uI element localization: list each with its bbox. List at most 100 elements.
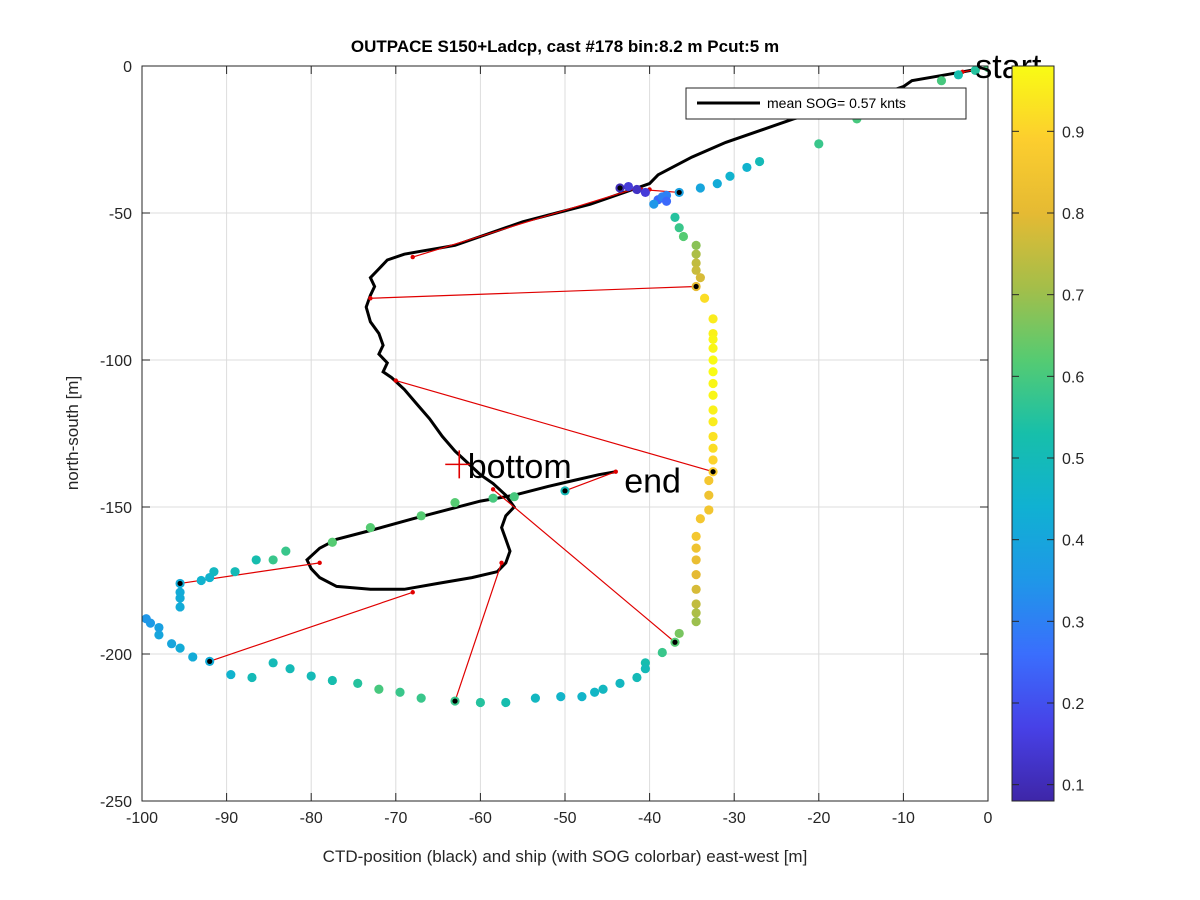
ship-point <box>704 505 714 515</box>
ship-point <box>209 567 219 577</box>
ship-point <box>268 555 278 565</box>
y-tick-label: 0 <box>123 59 132 76</box>
ship-point <box>657 647 667 658</box>
ship-black-marker <box>676 189 682 196</box>
connector-end-dot <box>368 296 373 301</box>
ship-point <box>708 343 718 353</box>
ship-point <box>708 417 718 427</box>
colorbar-tick-label: 0.9 <box>1062 124 1084 141</box>
y-tick-label: -150 <box>100 500 132 517</box>
ship-point <box>742 162 752 173</box>
ship-point <box>374 684 384 694</box>
ship-point <box>691 543 701 553</box>
ship-point <box>167 639 177 649</box>
ship-point <box>327 675 337 686</box>
x-tick-label: -80 <box>300 810 323 827</box>
ship-point <box>708 378 718 389</box>
ship-black-markers <box>177 185 716 704</box>
ship-point <box>695 183 705 193</box>
ship-point <box>175 602 185 612</box>
annotation-end: end <box>624 463 681 501</box>
grid <box>141 65 989 802</box>
connector-end-dot <box>499 560 504 566</box>
colorbar-tick-label: 0.3 <box>1062 614 1084 631</box>
ship-point <box>175 643 185 653</box>
ship-point <box>268 658 278 668</box>
ship-point <box>416 693 426 703</box>
ship-point <box>196 575 206 586</box>
colorbar-tick-label: 0.6 <box>1062 369 1084 386</box>
connector-line <box>395 380 714 473</box>
ship-point <box>598 684 608 694</box>
plot-area <box>142 66 988 708</box>
ship-point <box>708 405 718 415</box>
ship-point <box>704 475 714 486</box>
connector-line <box>564 471 616 492</box>
ship-point <box>754 156 765 167</box>
x-tick-label: -50 <box>553 810 576 827</box>
x-tick-label: -100 <box>126 810 158 827</box>
colorbar-ticks: 0.1 0.2 0.3 0.4 0.5 0.6 0.7 0.8 0.9 <box>1012 124 1084 795</box>
ship-black-marker <box>693 283 699 290</box>
ship-point <box>395 687 405 697</box>
y-tick-label: -50 <box>109 206 132 223</box>
ship-point <box>953 70 963 80</box>
ship-point <box>708 431 718 442</box>
ship-point <box>416 511 426 521</box>
x-tick-label: -70 <box>384 810 407 827</box>
ship-point <box>691 608 701 618</box>
x-axis-ticks: -100 -90 -80 -70 -60 -50 -40 -30 -20 -10 0 <box>126 66 993 827</box>
ship-black-marker <box>207 658 213 664</box>
ship-point <box>230 567 240 577</box>
ship-black-marker <box>710 469 716 475</box>
connector-line <box>209 591 413 662</box>
ship-point <box>936 76 947 86</box>
ctd-track-line <box>305 67 980 591</box>
colorbar-tick-label: 0.8 <box>1062 206 1084 223</box>
ship-point <box>188 652 198 662</box>
annotation-bottom: bottom <box>468 448 572 486</box>
ship-point <box>674 628 684 639</box>
ship-point <box>661 196 672 206</box>
ship-point <box>708 334 718 345</box>
ship-point <box>678 231 689 242</box>
ship-point <box>632 184 642 195</box>
ship-point <box>623 181 634 192</box>
chart-title: OUTPACE S150+Ladcp, cast #178 bin:8.2 m … <box>351 37 779 56</box>
connector-line <box>454 562 503 702</box>
ship-point <box>691 258 701 268</box>
ship-black-marker <box>617 185 623 191</box>
ship-point <box>251 555 261 565</box>
ship-point <box>708 390 718 400</box>
x-tick-label: -30 <box>723 810 746 827</box>
colorbar-tick-label: 0.4 <box>1062 533 1084 550</box>
ship-point <box>488 493 498 503</box>
x-tick-label: 0 <box>984 810 993 827</box>
ship-point <box>306 671 316 681</box>
colorbar-bar <box>1011 65 1055 802</box>
ship-point <box>708 355 718 365</box>
ship-point <box>590 687 600 697</box>
connector-end-dot <box>490 487 496 492</box>
colorbar-tick-label: 0.7 <box>1062 288 1084 305</box>
x-axis-label: CTD-position (black) and ship (with SOG … <box>323 847 808 866</box>
ship-point <box>615 678 625 689</box>
ship-point <box>670 212 680 223</box>
connector-end-dot <box>393 378 398 383</box>
ship-point <box>704 490 714 500</box>
ship-point <box>712 179 722 189</box>
colorbar-tick-label: 0.2 <box>1062 696 1084 713</box>
ship-point <box>501 697 511 708</box>
colorbar-tick-label: 0.1 <box>1062 778 1084 795</box>
y-axis-label: north-south [m] <box>63 376 82 490</box>
ship-point <box>691 249 701 259</box>
ship-black-marker <box>177 580 183 587</box>
connector-end-dot <box>613 469 618 474</box>
ship-point <box>691 555 701 565</box>
ship-point <box>142 614 151 624</box>
legend: mean SOG= 0.57 knts <box>685 87 967 120</box>
ship-point <box>577 692 587 702</box>
x-tick-label: -10 <box>892 810 915 827</box>
ship-point <box>695 273 705 283</box>
